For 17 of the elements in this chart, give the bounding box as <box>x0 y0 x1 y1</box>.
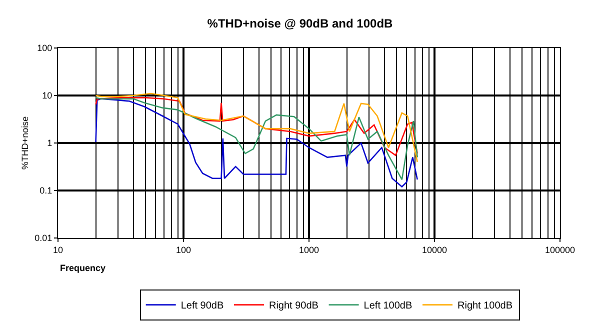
y-tick-label: 1 <box>47 138 52 148</box>
y-axis-title: %THD+noise <box>20 116 30 170</box>
x-tick-label: 1000 <box>298 244 320 255</box>
legend-label: Right 90dB <box>268 300 319 312</box>
legend-label: Left 90dB <box>180 300 224 312</box>
y-tick-label: 0.01 <box>34 233 52 244</box>
y-tick-label: 10 <box>42 90 52 101</box>
chart-title: %THD+noise @ 90dB and 100dB <box>207 16 394 30</box>
x-tick-label: 100000 <box>544 244 576 255</box>
legend-label: Right 100dB <box>457 300 513 312</box>
y-tick-label: 100 <box>37 43 52 54</box>
x-tick-label: 100 <box>176 244 192 255</box>
y-tick-label: 0.1 <box>40 186 52 196</box>
x-tick-label: 10000 <box>422 244 448 255</box>
legend-label: Left 100dB <box>364 300 412 312</box>
x-axis-title: Frequency <box>60 263 106 273</box>
x-tick-label: 10 <box>52 244 64 255</box>
